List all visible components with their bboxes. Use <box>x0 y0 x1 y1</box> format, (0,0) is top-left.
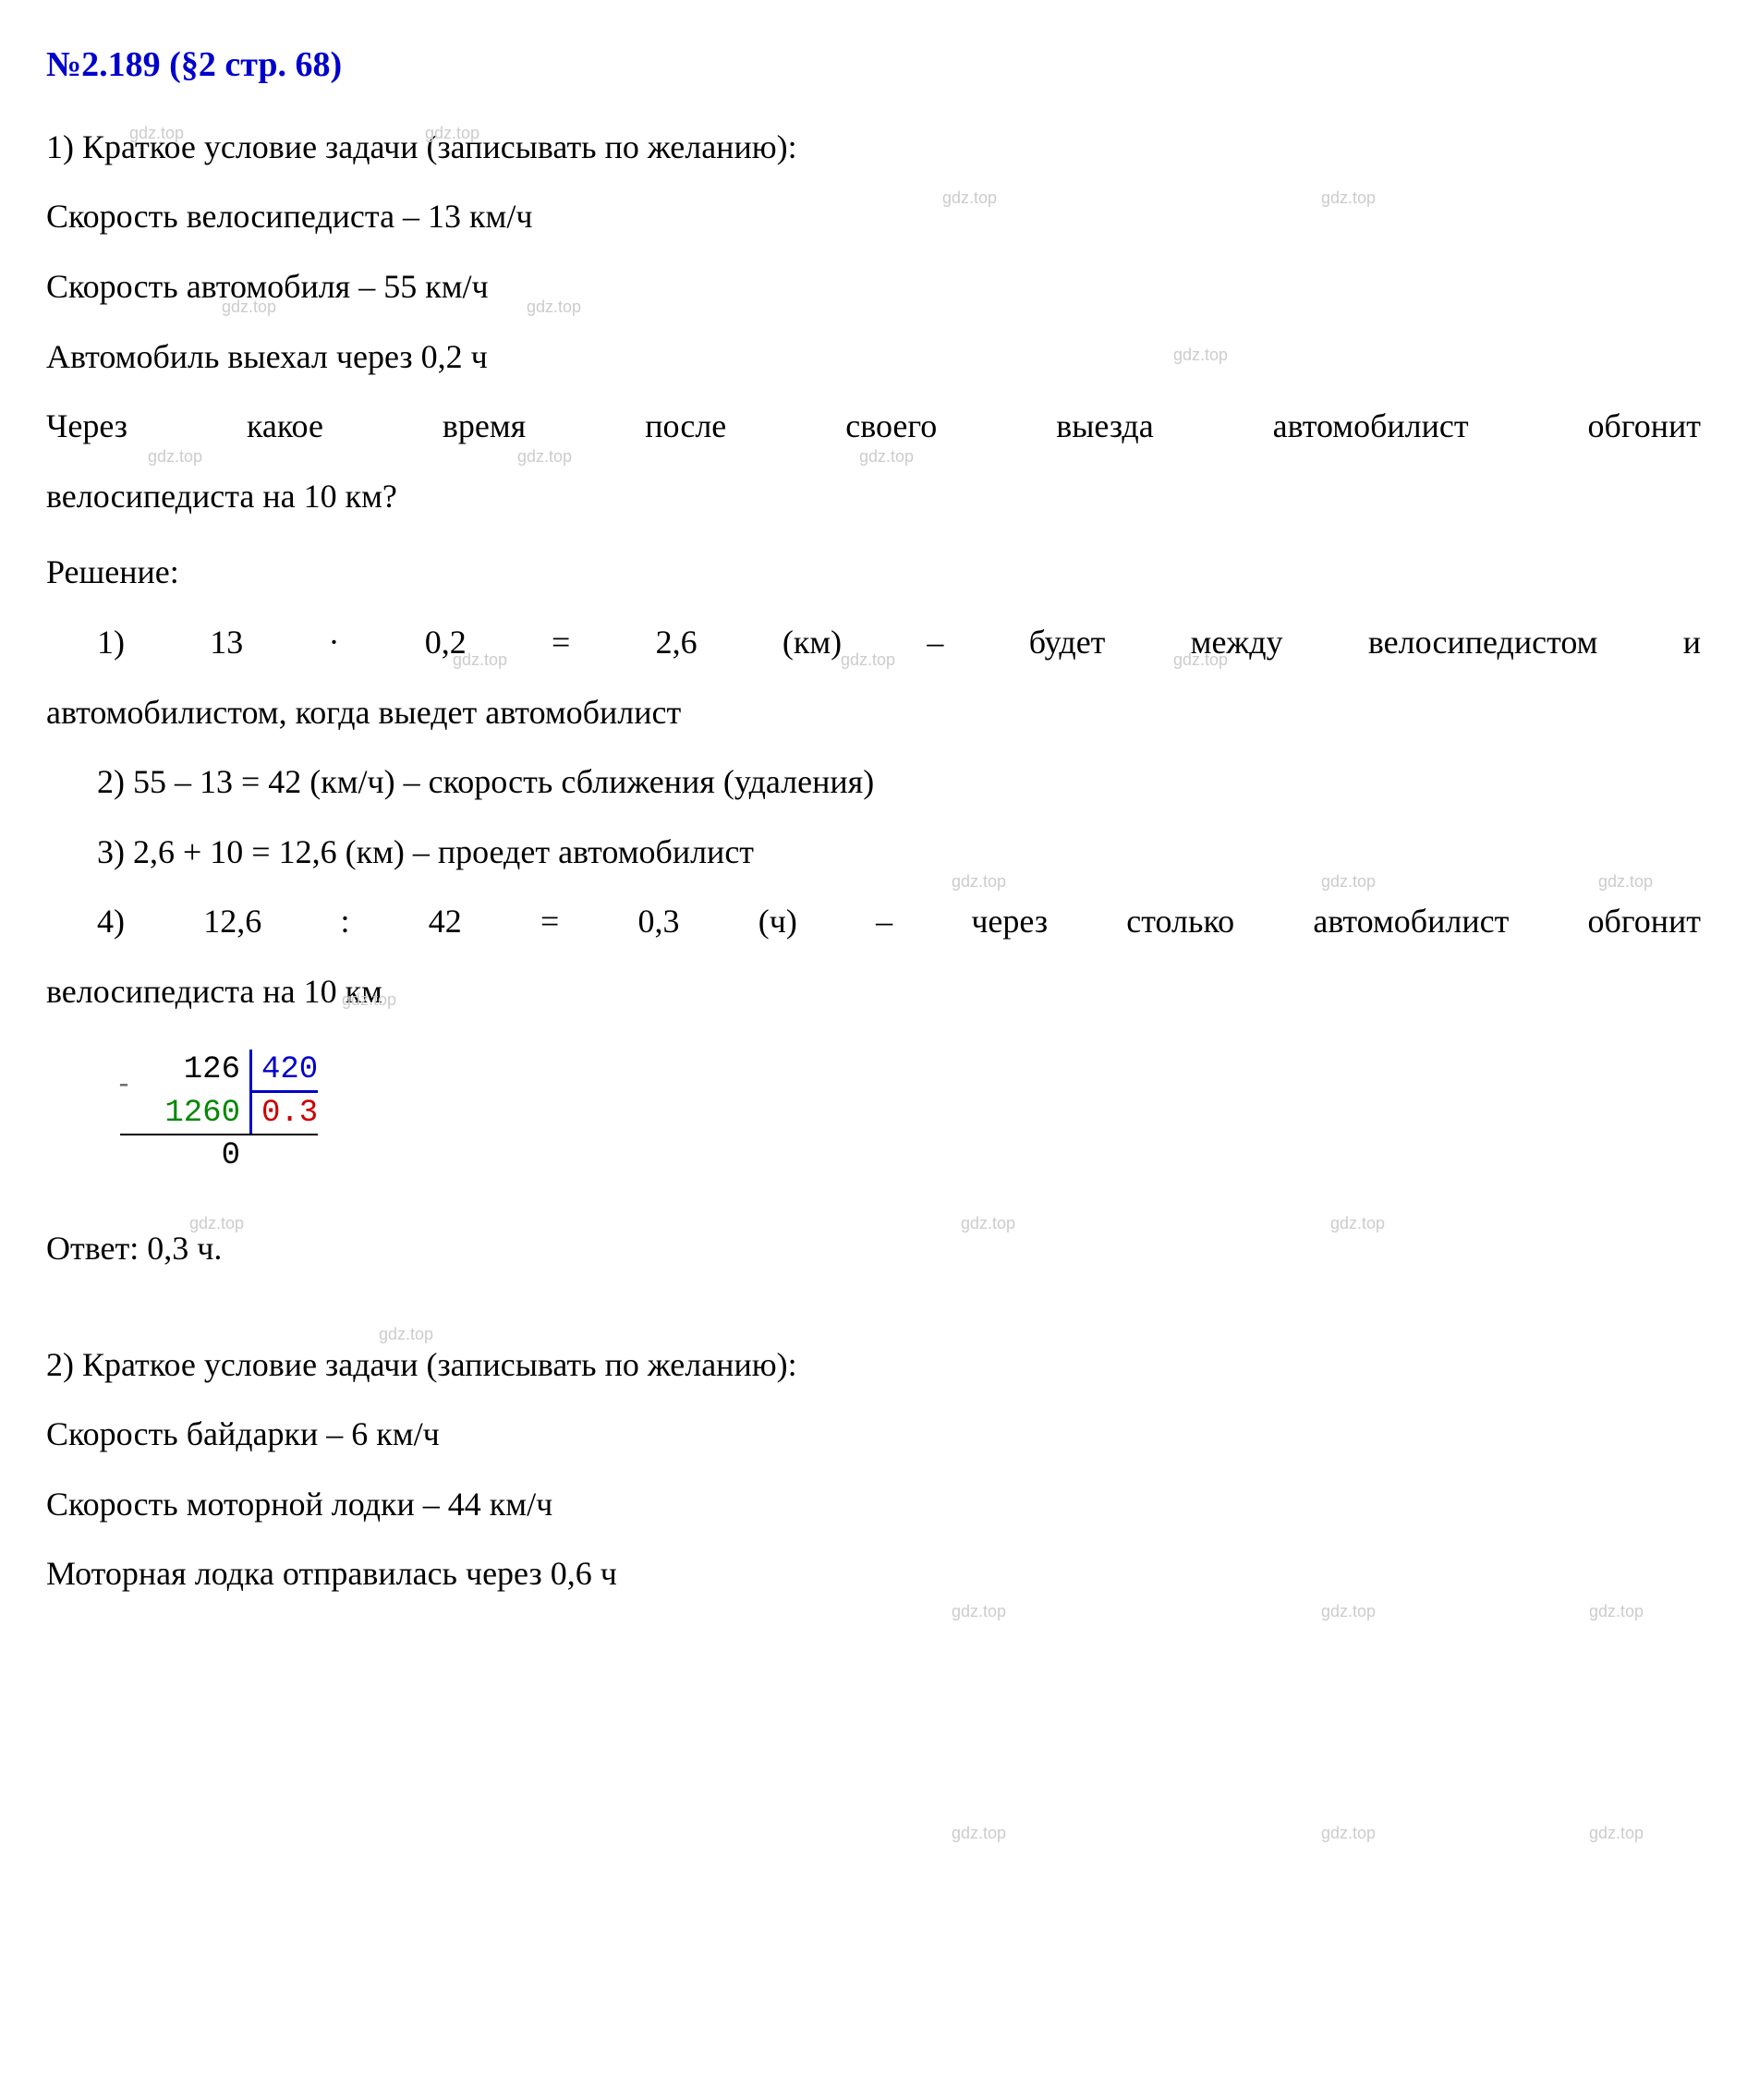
part1-given1: Скорость велосипедиста – 13 км/ч <box>46 190 1701 244</box>
step4-line2: велосипедиста на 10 км <box>46 965 1701 1019</box>
step4-line1: 4) 12,6 : 42 = 0,3 (ч) – через столько а… <box>46 895 1701 949</box>
part1-question-line1: Через какое время после своего выезда ав… <box>46 400 1701 454</box>
part2-given2: Скорость моторной лодки – 44 км/ч <box>46 1478 1701 1532</box>
step3: 3) 2,6 + 10 = 12,6 (км) – проедет автомо… <box>46 826 1701 880</box>
divisor: 420 <box>249 1050 318 1093</box>
step1-line2: автомобилистом, когда выедет автомобилис… <box>46 686 1701 740</box>
part1-question-line2: велосипедиста на 10 км? <box>46 470 1701 524</box>
solution-label: Решение: <box>46 546 1701 600</box>
part2-given1: Скорость байдарки – 6 км/ч <box>46 1408 1701 1462</box>
part2-intro: 2) Краткое условие задачи (записывать по… <box>46 1339 1701 1392</box>
div-sub1: 1260 <box>120 1093 249 1134</box>
watermark-text: gdz.top <box>1589 1820 1644 1847</box>
exercise-title: №2.189 (§2 стр. 68) <box>46 37 1701 93</box>
watermark-text: gdz.top <box>1321 1598 1376 1625</box>
watermark-text: gdz.top <box>1589 1598 1644 1625</box>
dividend: 126 <box>120 1050 249 1093</box>
long-division: - 126 420 1260 0.3 0 <box>120 1050 318 1177</box>
watermark-text: gdz.top <box>1321 1820 1376 1847</box>
watermark-text: gdz.top <box>952 1820 1006 1847</box>
part1-given3: Автомобиль выехал через 0,2 ч <box>46 331 1701 384</box>
remainder: 0 <box>120 1135 249 1176</box>
step2: 2) 55 – 13 = 42 (км/ч) – скорость сближе… <box>46 756 1701 809</box>
part2-given3: Моторная лодка отправилась через 0,6 ч <box>46 1548 1701 1601</box>
part1-intro: 1) Краткое условие задачи (записывать по… <box>46 121 1701 175</box>
watermark-text: gdz.top <box>952 1598 1006 1625</box>
minus-icon: - <box>115 1068 132 1104</box>
document-content: №2.189 (§2 стр. 68) 1) Краткое условие з… <box>46 37 1701 1601</box>
answer1: Ответ: 0,3 ч. <box>46 1222 1701 1276</box>
quotient: 0.3 <box>249 1093 318 1134</box>
part1-given2: Скорость автомобиля – 55 км/ч <box>46 261 1701 314</box>
step1-line1: 1) 13 · 0,2 = 2,6 (км) – будет между вел… <box>46 616 1701 670</box>
